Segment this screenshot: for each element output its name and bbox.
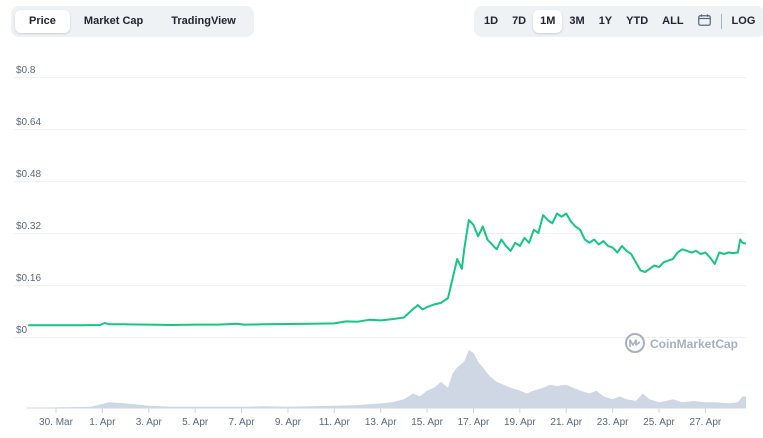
- x-tick-label: 1. Apr: [89, 417, 116, 428]
- watermark-text: CoinMarketCap: [650, 337, 738, 351]
- range-1m[interactable]: 1M: [533, 10, 563, 33]
- calendar-icon: [697, 14, 711, 26]
- x-tick-label: 3. Apr: [136, 417, 163, 428]
- x-tick-label: 13. Apr: [365, 417, 397, 428]
- coinmarketcap-logo-icon: [625, 333, 645, 353]
- time-range-tabs: 1D 7D 1M 3M 1Y YTD ALL LOG: [474, 6, 763, 37]
- tab-price[interactable]: Price: [15, 10, 70, 33]
- calendar-button[interactable]: [691, 10, 718, 33]
- y-axis: $0 $0.16 $0.32 $0.48 $0.64 $0.8: [16, 65, 41, 336]
- range-1y[interactable]: 1Y: [598, 15, 613, 27]
- x-tick-label: 19. Apr: [504, 417, 536, 428]
- y-tick-label: $0: [16, 325, 28, 336]
- x-axis: 30. Mar 1. Apr 3. Apr 5. Apr 7. Apr 9. Apr 11.…: [39, 408, 722, 428]
- x-tick-label: 9. Apr: [275, 417, 302, 428]
- x-tick-label: 5. Apr: [182, 417, 209, 428]
- tab-market-cap[interactable]: Market Cap: [83, 15, 144, 27]
- x-tick-label: 30. Mar: [39, 417, 74, 428]
- x-tick-label: 11. Apr: [319, 417, 351, 428]
- x-tick-label: 21. Apr: [550, 417, 582, 428]
- range-separator: [720, 14, 722, 29]
- x-tick-label: 27. Apr: [690, 417, 722, 428]
- x-tick-label: 25. Apr: [643, 417, 675, 428]
- range-3m[interactable]: 3M: [569, 15, 585, 27]
- chart-type-tabs: Price Market Cap TradingView: [11, 6, 254, 37]
- range-ytd[interactable]: YTD: [626, 15, 649, 27]
- y-tick-label: $0.48: [16, 169, 41, 180]
- coinmarketcap-watermark: CoinMarketCap: [625, 333, 738, 353]
- y-tick-label: $0.16: [16, 273, 41, 284]
- range-all[interactable]: ALL: [662, 15, 684, 27]
- range-1d[interactable]: 1D: [484, 15, 499, 27]
- y-tick-label: $0.8: [16, 65, 36, 76]
- volume-area: [27, 350, 746, 408]
- range-7d[interactable]: 7D: [512, 15, 527, 27]
- price-line: [28, 212, 747, 327]
- x-tick-label: 7. Apr: [228, 417, 255, 428]
- chart-grid: [14, 77, 746, 338]
- log-scale-button[interactable]: LOG: [731, 15, 756, 27]
- x-tick-label: 15. Apr: [411, 417, 443, 428]
- x-tick-label: 23. Apr: [597, 417, 629, 428]
- x-tick-label: 17. Apr: [458, 417, 490, 428]
- y-tick-label: $0.32: [16, 221, 41, 232]
- tab-tradingview[interactable]: TradingView: [171, 15, 236, 27]
- y-tick-label: $0.64: [16, 117, 41, 128]
